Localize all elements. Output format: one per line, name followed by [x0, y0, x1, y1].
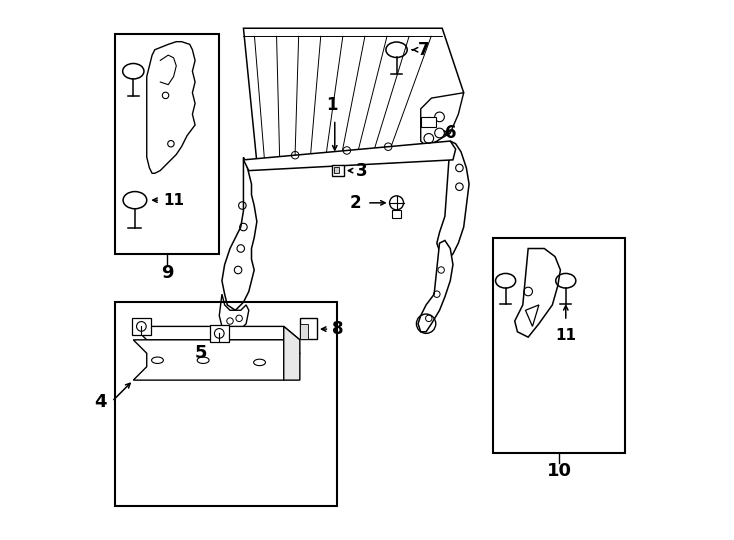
Bar	[334, 167, 339, 173]
Polygon shape	[515, 248, 560, 337]
Text: 1: 1	[327, 96, 338, 114]
Bar	[392, 210, 401, 218]
Polygon shape	[134, 326, 300, 340]
Polygon shape	[421, 93, 464, 146]
Text: 10: 10	[547, 462, 572, 481]
Polygon shape	[219, 294, 249, 332]
Text: 2: 2	[350, 194, 362, 212]
Text: 11: 11	[163, 193, 184, 208]
Polygon shape	[418, 240, 453, 332]
Polygon shape	[222, 157, 257, 310]
Polygon shape	[147, 42, 195, 173]
Text: 5: 5	[195, 345, 207, 362]
Text: 7: 7	[418, 40, 429, 59]
Bar	[332, 165, 344, 176]
Bar	[421, 117, 436, 126]
Bar	[493, 238, 625, 453]
Text: 6: 6	[445, 124, 457, 142]
Bar	[210, 325, 229, 342]
Text: 11: 11	[556, 328, 576, 343]
Text: 4: 4	[94, 393, 106, 410]
Bar	[300, 323, 308, 339]
Bar	[115, 33, 219, 254]
Text: 9: 9	[161, 264, 173, 282]
Bar	[300, 319, 317, 339]
Text: 8: 8	[332, 320, 344, 338]
Text: 3: 3	[356, 161, 368, 180]
Polygon shape	[526, 305, 539, 326]
Bar	[115, 302, 338, 507]
Polygon shape	[134, 340, 300, 380]
Polygon shape	[244, 28, 464, 163]
Bar	[131, 318, 151, 335]
Polygon shape	[437, 141, 469, 259]
Polygon shape	[244, 141, 456, 171]
Polygon shape	[284, 326, 300, 380]
